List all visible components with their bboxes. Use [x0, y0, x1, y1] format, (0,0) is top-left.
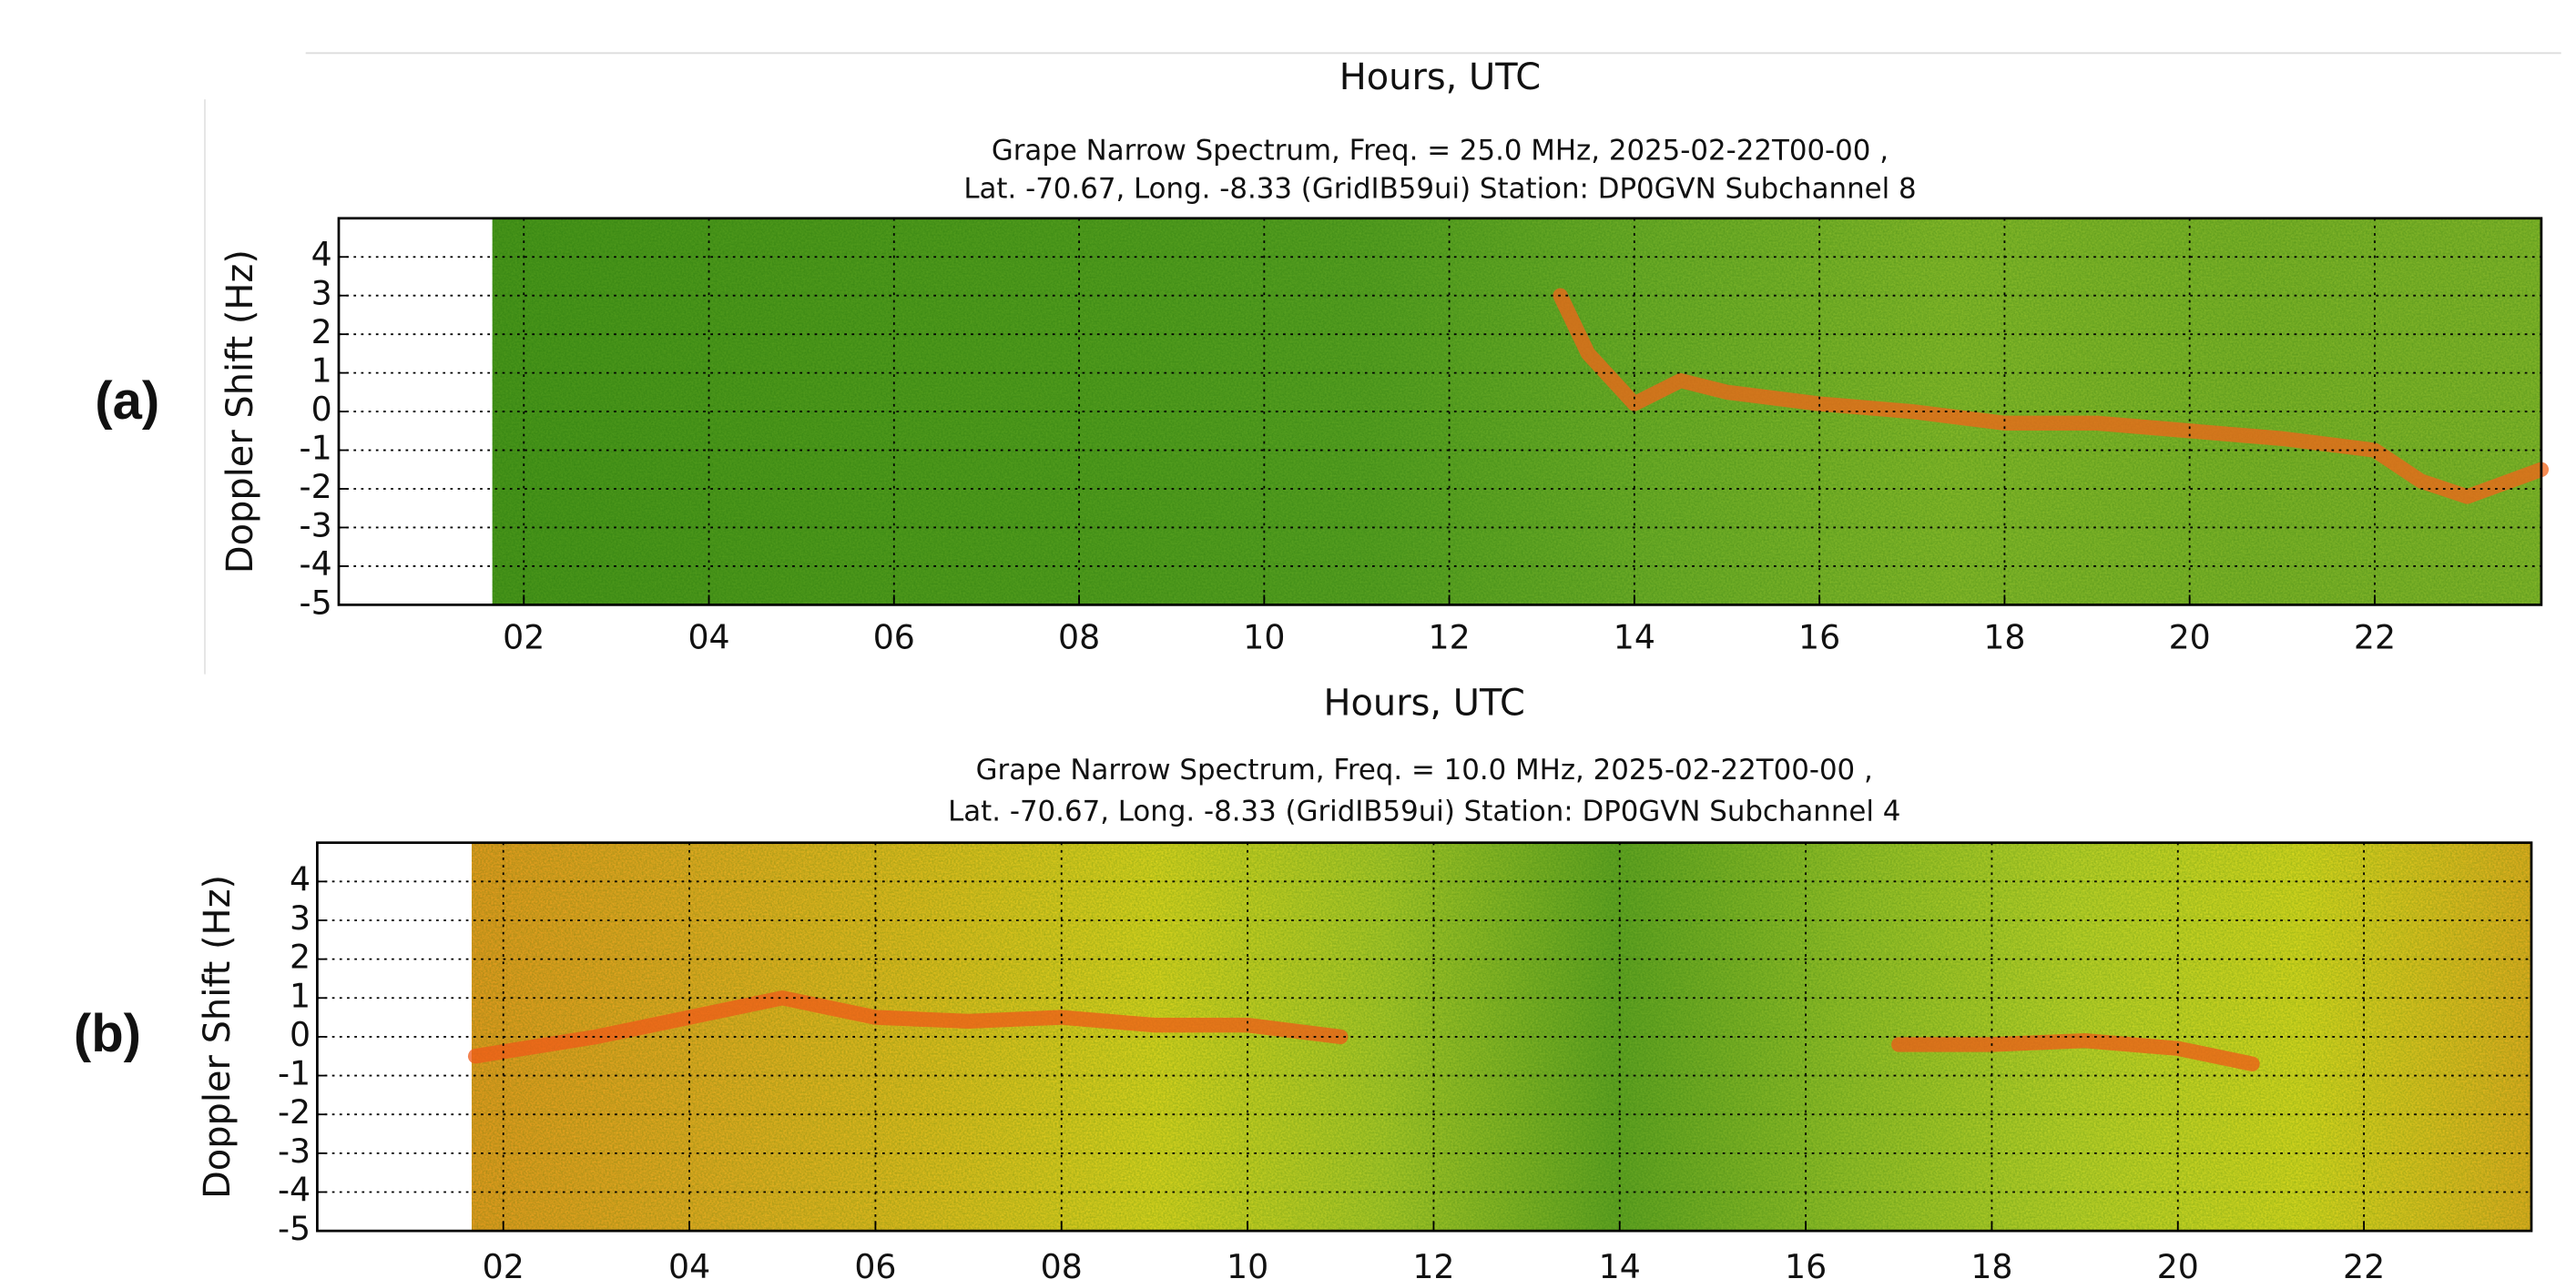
y-axis-label: Doppler Shift (Hz): [197, 875, 239, 1199]
x-tick-label: 12: [1429, 618, 1471, 657]
y-tick-label: -5: [278, 1209, 311, 1248]
y-tick-label: -4: [278, 1170, 311, 1209]
y-tick-label: -5: [300, 583, 332, 622]
chart-title: Grape Narrow Spectrum, Freq. = 25.0 MHz,…: [992, 135, 1889, 167]
y-tick-label: -3: [300, 505, 332, 544]
texture: [492, 218, 2541, 605]
x-tick-label: 02: [483, 1247, 524, 1279]
x-tick-label: 08: [1058, 618, 1100, 657]
x-tick-label: 14: [1599, 1247, 1641, 1279]
x-tick-label: 22: [2354, 618, 2396, 657]
y-tick-label: -1: [278, 1054, 311, 1093]
y-tick-label: -2: [278, 1092, 311, 1132]
doppler-trace: [1553, 288, 2550, 504]
y-tick-label: 4: [290, 859, 311, 898]
x-tick-label: 16: [1785, 1247, 1827, 1279]
x-axis-label: Hours, UTC: [1324, 683, 1525, 725]
doppler-trace: [1891, 1033, 2260, 1071]
chart-title: Lat. -70.67, Long. -8.33 (GridIB59ui) St…: [963, 172, 1916, 205]
x-tick-label: 02: [503, 618, 545, 657]
y-tick-label: -4: [300, 544, 332, 584]
chart-title: Grape Narrow Spectrum, Freq. = 10.0 MHz,…: [976, 754, 1873, 787]
y-tick-label: -3: [278, 1132, 311, 1171]
y-tick-label: 0: [311, 390, 332, 429]
y-tick-label: -1: [300, 429, 332, 468]
panel-label: (b): [74, 1004, 141, 1063]
x-tick-label: 18: [1970, 1247, 2012, 1279]
x-tick-label: 22: [2343, 1247, 2385, 1279]
y-axis-label: Doppler Shift (Hz): [219, 249, 261, 574]
y-tick-label: 4: [311, 235, 332, 274]
y-tick-label: 3: [311, 274, 332, 313]
y-tick-label: 1: [311, 351, 332, 391]
x-tick-label: 12: [1412, 1247, 1454, 1279]
x-tick-label: 18: [1983, 618, 2025, 657]
x-tick-label: 20: [2169, 618, 2211, 657]
doppler-trace: [467, 990, 1349, 1064]
x-tick-label: 14: [1614, 618, 1655, 657]
x-tick-label: 08: [1041, 1247, 1083, 1279]
chart-title: Lat. -70.67, Long. -8.33 (GridIB59ui) St…: [948, 796, 1900, 828]
y-tick-label: 2: [290, 938, 311, 977]
y-tick-label: 3: [290, 898, 311, 938]
y-tick-label: 1: [290, 976, 311, 1015]
plot-frame: [337, 217, 2543, 606]
y-tick-label: 0: [290, 1015, 311, 1054]
x-tick-label: 04: [687, 618, 729, 657]
x-tick-label: 06: [873, 618, 915, 657]
x-tick-label: 10: [1227, 1247, 1268, 1279]
x-tick-label: 16: [1798, 618, 1840, 657]
panel-label: (a): [95, 371, 159, 431]
x-tick-label: 10: [1243, 618, 1285, 657]
x-tick-label: 20: [2157, 1247, 2199, 1279]
y-tick-label: 2: [311, 312, 332, 351]
y-tick-label: -2: [300, 467, 332, 506]
x-tick-label: 04: [668, 1247, 710, 1279]
x-tick-label: 06: [854, 1247, 896, 1279]
plot-frame: [316, 841, 2533, 1233]
x-axis-label: Hours, UTC: [1339, 56, 1541, 98]
